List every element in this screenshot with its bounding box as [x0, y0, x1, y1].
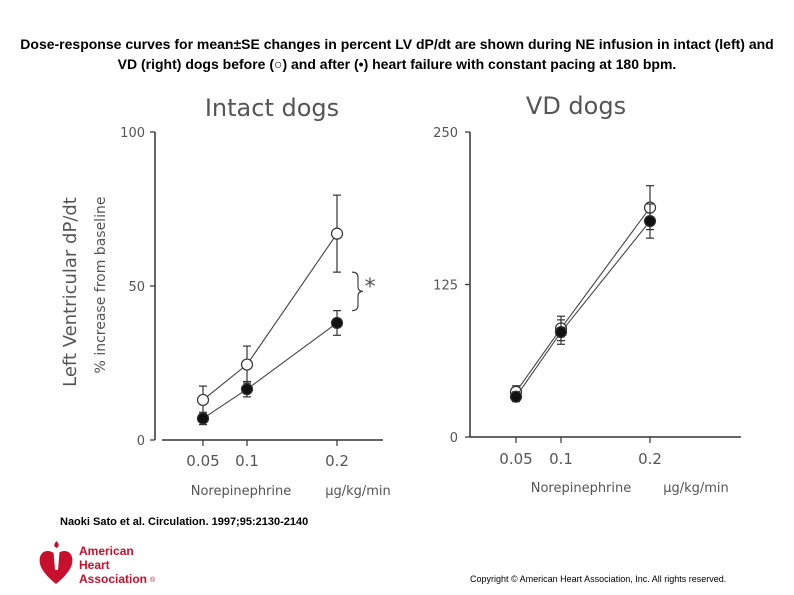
series-line	[515, 220, 651, 398]
series-line	[202, 233, 338, 401]
data-point-filled	[509, 390, 523, 403]
chart-title: Intact dogs	[205, 94, 339, 122]
heart-torch-icon	[39, 541, 73, 584]
logo-line-2: Heart	[79, 558, 110, 572]
chart-title: VD dogs	[526, 92, 626, 120]
copyright: Copyright © American Heart Association, …	[470, 574, 727, 584]
y-tick-label: 100	[120, 126, 145, 141]
chart-panel-intact: Intact dogs Left Ventricular dP/dt % inc…	[60, 94, 391, 499]
significance-brace	[351, 271, 364, 312]
x-axis-unit: µg/kg/min	[325, 484, 391, 499]
x-axis-label: Norepinephrine	[531, 481, 632, 496]
x-tick-label: 0.2	[325, 452, 349, 470]
x-tick-label: 0.2	[638, 450, 662, 468]
y-axis-main-label: Left Ventricular dP/dt	[60, 197, 81, 387]
data-point-filled	[643, 214, 657, 228]
x-tick-label: 0.05	[186, 452, 219, 470]
logo-line-3: Association	[79, 572, 147, 586]
y-tick-label: 50	[128, 280, 145, 295]
data-point-filled	[554, 325, 568, 339]
x-axis-unit: µg/kg/min	[663, 481, 729, 496]
chart-panel-vd: VD dogs Norepinephrine µg/kg/min 0 125 250…	[433, 92, 741, 496]
y-tick-label: 0	[137, 434, 145, 449]
x-tick-label: 0.1	[549, 450, 573, 468]
data-point-filled	[196, 412, 210, 425]
x-tick-label: 0.05	[499, 450, 532, 468]
citation: Naoki Sato et al. Circulation. 1997;95:2…	[60, 516, 309, 528]
x-axis-label: Norepinephrine	[191, 484, 292, 499]
figure-caption: Dose-response curves for mean±SE changes…	[20, 36, 774, 72]
data-point-open	[330, 227, 344, 240]
data-point-open	[196, 393, 210, 407]
logo-registered-mark: ®	[150, 576, 156, 584]
y-axis-label: % increase from baseline	[93, 197, 109, 374]
series-line	[202, 322, 338, 419]
aha-logo: American Heart Association ®	[39, 541, 156, 586]
series-line	[515, 207, 651, 393]
logo-line-1: American	[79, 544, 134, 558]
y-tick-label: 250	[433, 126, 458, 141]
x-tick-label: 0.1	[235, 452, 259, 470]
data-point-open	[240, 358, 254, 371]
y-tick-label: 125	[433, 279, 458, 294]
data-point-filled	[330, 316, 344, 330]
data-point-filled	[240, 383, 254, 396]
y-tick-label: 0	[450, 431, 458, 446]
significance-marker: *	[365, 275, 376, 300]
